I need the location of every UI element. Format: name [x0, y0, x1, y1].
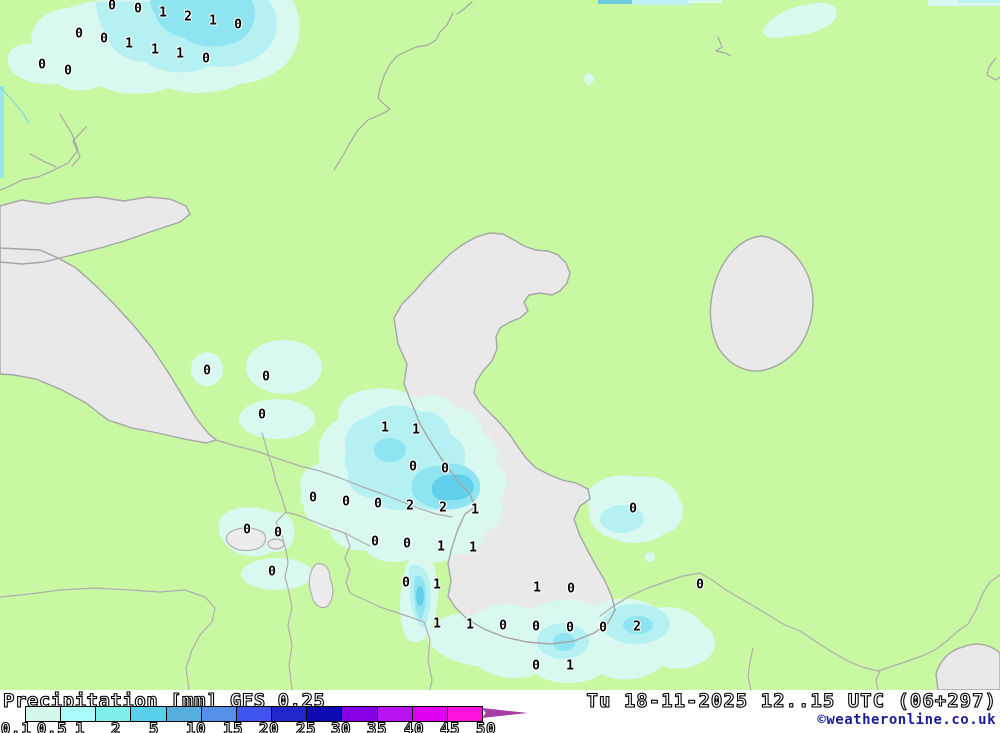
legend-tick-label: 50	[475, 718, 497, 733]
precip-level-2	[416, 474, 474, 606]
legend-cell	[26, 707, 62, 721]
legend-cell	[272, 707, 308, 721]
legend-tick-label: 45	[439, 718, 461, 733]
legend-cell	[342, 707, 378, 721]
legend-tick-label: 35	[366, 718, 388, 733]
legend-strip: Precipitation [mm] GFS 0.25 Tu 18-11-202…	[0, 689, 1000, 733]
legend-tick-labels: 0.1 0.5 1 2 5 10 15 20 25 30 35 40 45 50	[0, 718, 1000, 733]
legend-tick-label: 25	[295, 718, 317, 733]
legend-cell	[61, 707, 97, 721]
legend-cell	[96, 707, 132, 721]
legend-cell	[377, 707, 413, 721]
legend-colorbar	[25, 706, 483, 722]
rivers	[0, 1, 1000, 191]
legend-cell	[236, 707, 273, 721]
legend-tick-label: 2	[110, 718, 122, 733]
legend-cell	[412, 707, 448, 721]
legend-tick-label: 30	[330, 718, 352, 733]
legend-tick-label: 0.1	[0, 718, 32, 733]
lake-urmia	[308, 563, 334, 609]
legend-tick-label: 10	[185, 718, 207, 733]
legend-tick-label: 20	[258, 718, 280, 733]
legend-cell	[166, 707, 202, 721]
valid-time-label: Tu 18-11-2025 12..15 UTC (06+297)	[586, 689, 997, 712]
legend-tick-label: 0.5	[36, 718, 68, 733]
lake-van	[225, 527, 267, 552]
legend-tick-label: 40	[403, 718, 425, 733]
legend-cell	[131, 707, 167, 721]
legend-tick-label: 15	[222, 718, 244, 733]
map-svg	[0, 0, 1000, 690]
copyright-link[interactable]: ©weatheronline.co.uk	[817, 712, 996, 728]
legend-cell	[201, 707, 237, 721]
legend-cell	[307, 707, 343, 721]
legend-cell	[447, 707, 483, 721]
legend-arrow	[482, 707, 528, 719]
river-ural	[333, 12, 454, 171]
lakes	[225, 527, 334, 609]
map-edge-tint	[0, 0, 1000, 178]
legend-tick-label: 5	[148, 718, 160, 733]
country-borders	[0, 432, 1000, 690]
legend-tick-label: 1	[74, 718, 86, 733]
